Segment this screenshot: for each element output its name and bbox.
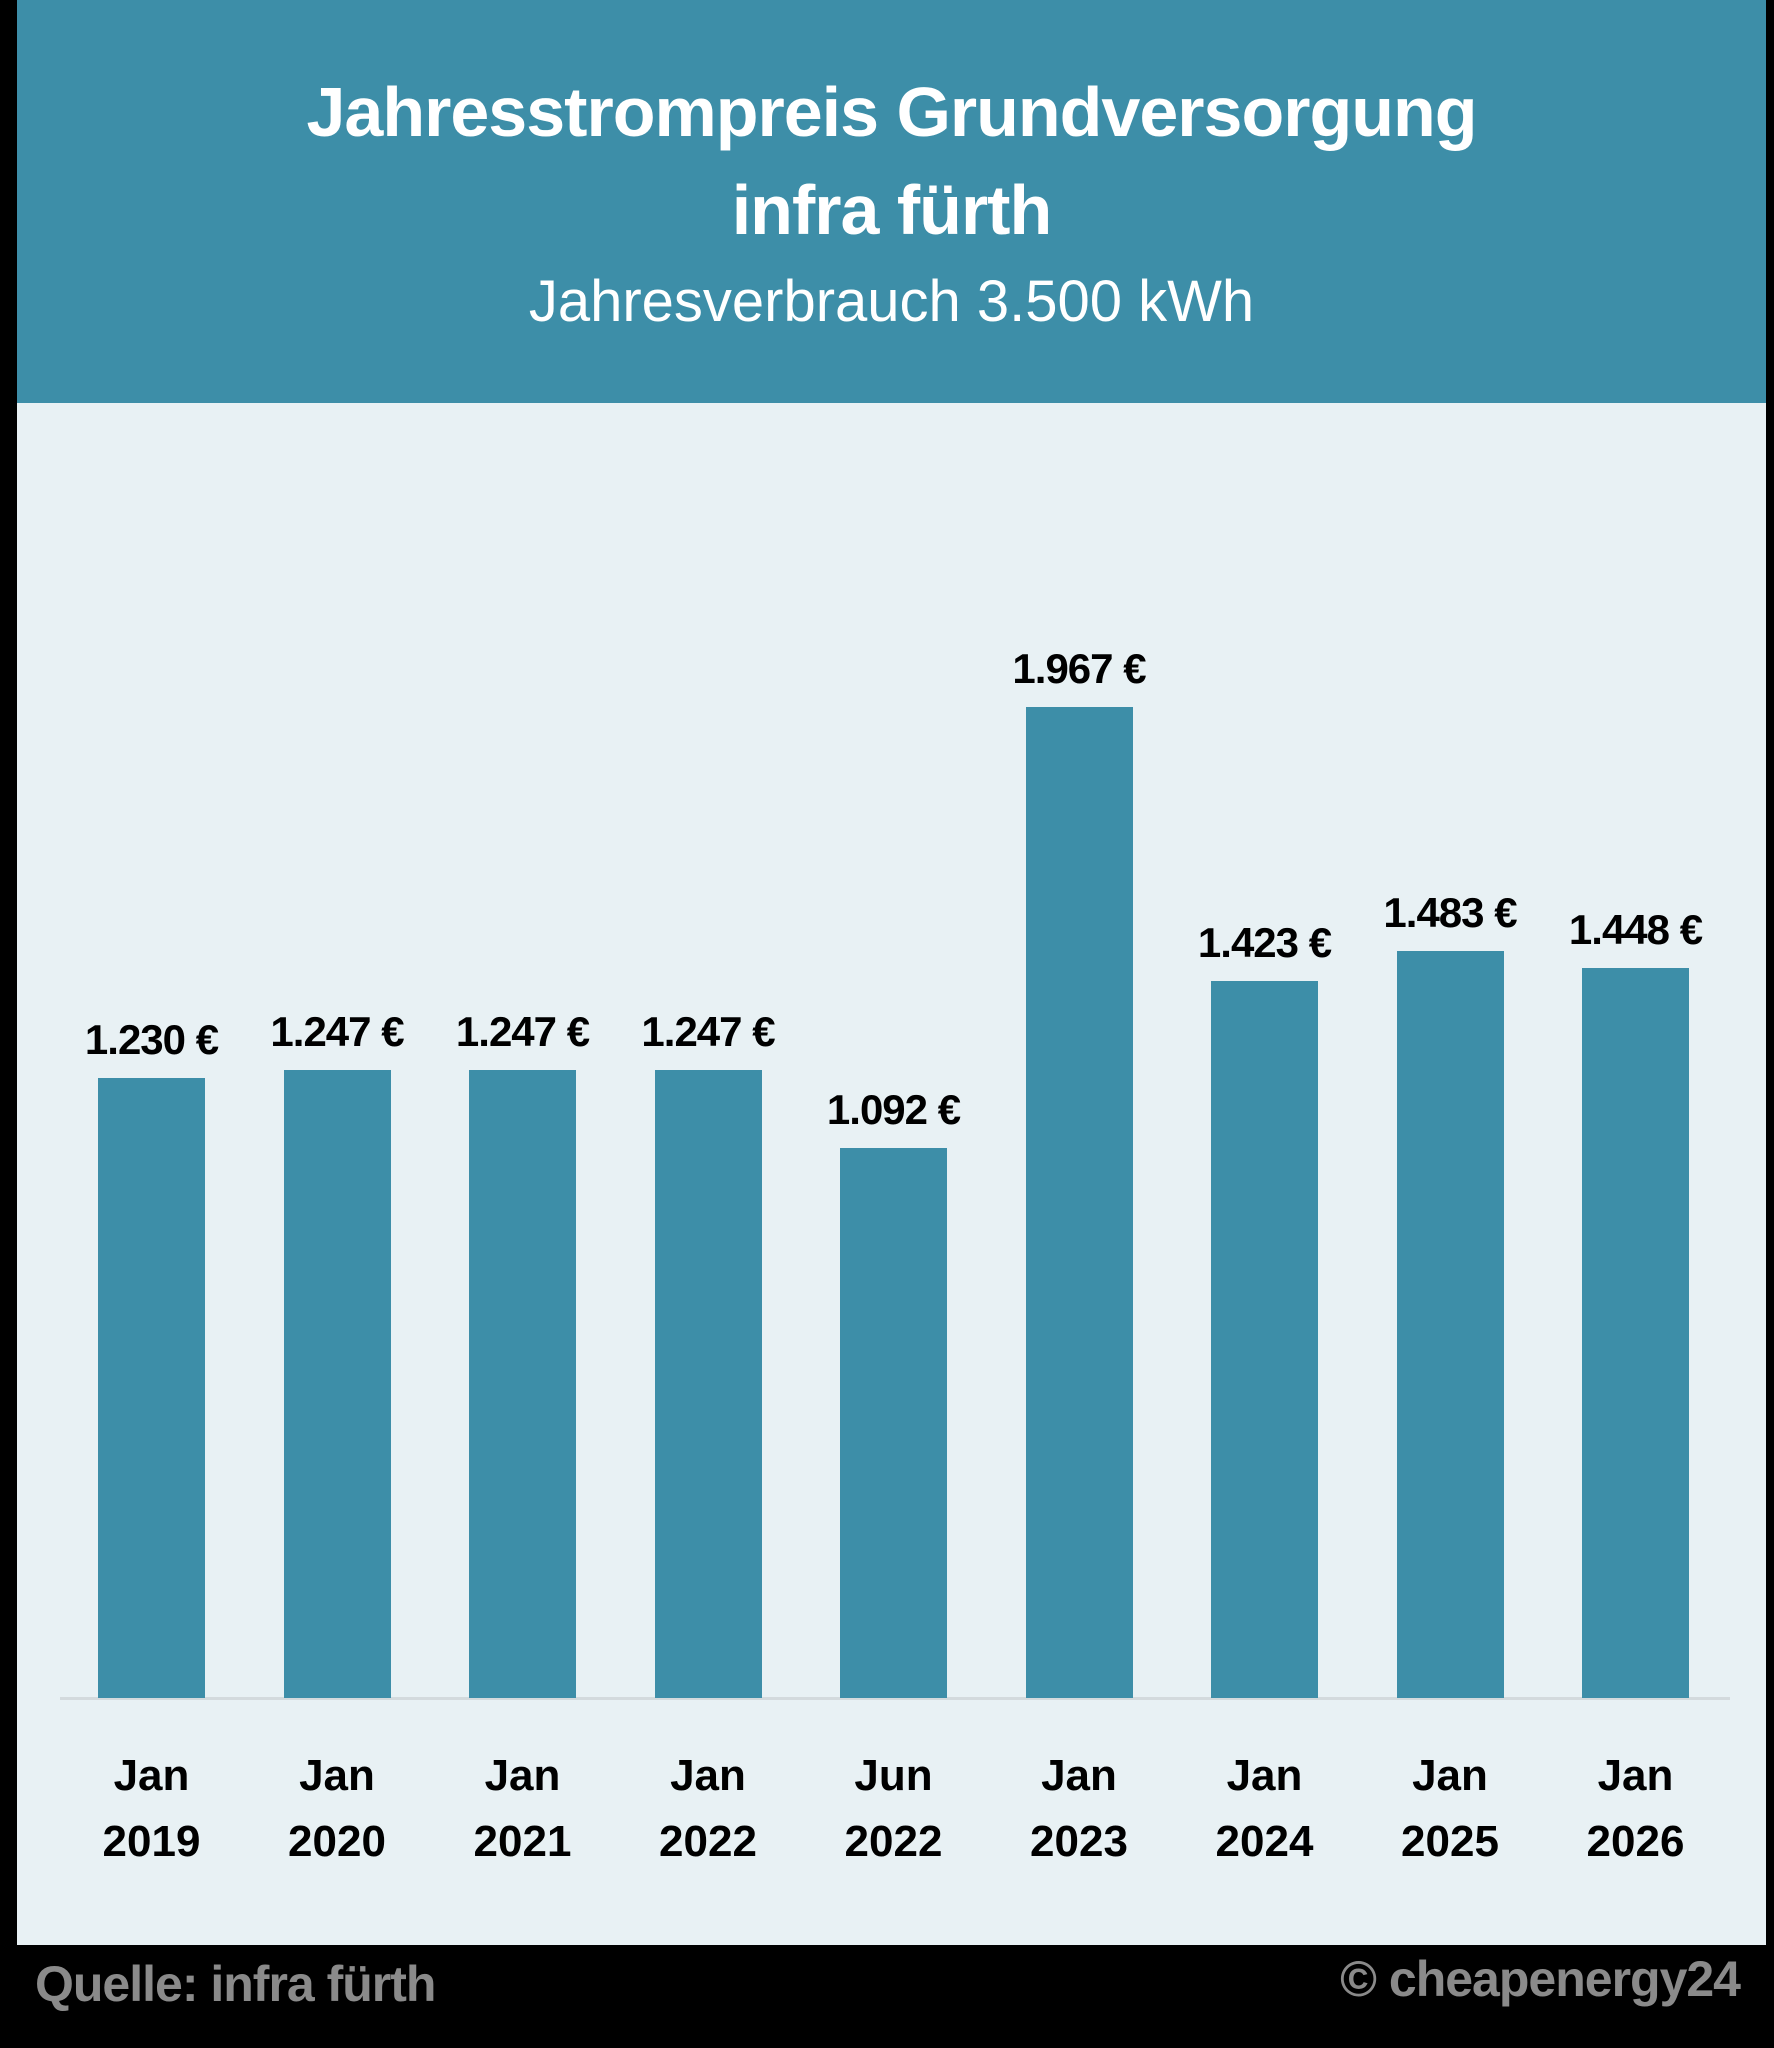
chart-panel: Jahresstrompreis Grundversorgung infra f… — [17, 0, 1766, 1945]
x-axis-label: Jan 2026 — [1546, 1743, 1726, 1875]
x-axis-label-month: Jan — [1041, 1751, 1117, 1800]
x-axis-label: Jan 2023 — [989, 1743, 1169, 1875]
bar-value-label: 1.247 € — [641, 1007, 775, 1055]
x-axis-label-month: Jan — [1226, 1751, 1303, 1800]
x-axis-label: Jan 2024 — [1175, 1743, 1355, 1875]
bar — [98, 1078, 205, 1698]
bar — [283, 1069, 391, 1698]
source-note: Quelle: infra fürth — [35, 1956, 436, 2012]
bar — [1211, 980, 1318, 1698]
x-axis-label: Jan 2025 — [1360, 1743, 1540, 1875]
bar-value-label: 1.423 € — [1197, 918, 1332, 966]
chart-subtitle: Jahresverbrauch 3.500 kWh — [528, 269, 1255, 334]
x-axis-label: Jan 2022 — [618, 1743, 798, 1875]
bar — [1582, 968, 1689, 1698]
chart-title-provider: infra fürth — [731, 171, 1053, 249]
x-axis-label-month: Jan — [113, 1751, 190, 1800]
x-axis-label-month: Jan — [484, 1751, 561, 1800]
x-axis-label: Jan 2020 — [247, 1743, 427, 1875]
x-axis-label-month: Jan — [1412, 1751, 1488, 1800]
x-axis-label: Jun 2022 — [804, 1743, 984, 1875]
bar — [1396, 950, 1504, 1698]
bar-value-label: 1.247 € — [455, 1007, 590, 1055]
x-axis-label-year: 2022 — [659, 1817, 757, 1866]
chart-header: Jahresstrompreis Grundversorgung infra f… — [17, 0, 1766, 403]
bar — [1025, 706, 1133, 1698]
bar-value-label: 1.967 € — [1012, 644, 1146, 692]
plot-area: 1.230 € Jan 2019 1.247 € Jan 2020 1.247 € Jan 20… — [17, 403, 1766, 1945]
x-axis-label-year: 2023 — [1030, 1817, 1128, 1866]
x-axis-label-year: 2025 — [1401, 1817, 1499, 1866]
bar-value-label: 1.092 € — [826, 1085, 961, 1133]
chart-title: Jahresstrompreis Grundversorgung — [306, 73, 1478, 151]
bar-value-label: 1.247 € — [270, 1007, 404, 1055]
bar-value-label: 1.230 € — [84, 1016, 219, 1064]
bar-value-label: 1.448 € — [1568, 906, 1703, 954]
x-axis-label: Jan 2019 — [62, 1743, 242, 1875]
bar — [654, 1069, 762, 1698]
x-axis-line — [60, 1697, 1730, 1700]
x-axis-label-year: 2021 — [473, 1817, 572, 1866]
copyright-note: © cheapenergy24 — [1340, 1951, 1741, 2007]
x-axis-label-year: 2024 — [1215, 1817, 1314, 1866]
x-axis-label-year: 2022 — [844, 1817, 943, 1866]
x-axis-label-month: Jan — [1597, 1751, 1674, 1800]
x-axis-label-year: 2020 — [288, 1817, 386, 1866]
bar — [840, 1147, 947, 1698]
bar-value-label: 1.483 € — [1383, 888, 1517, 936]
x-axis-label-month: Jan — [299, 1751, 375, 1800]
x-axis-label: Jan 2021 — [433, 1743, 613, 1875]
x-axis-label-month: Jan — [670, 1751, 746, 1800]
x-axis-label-month: Jun — [854, 1751, 933, 1800]
x-axis-label-year: 2019 — [102, 1817, 201, 1866]
x-axis-label-year: 2026 — [1586, 1817, 1685, 1866]
bar — [469, 1069, 576, 1698]
